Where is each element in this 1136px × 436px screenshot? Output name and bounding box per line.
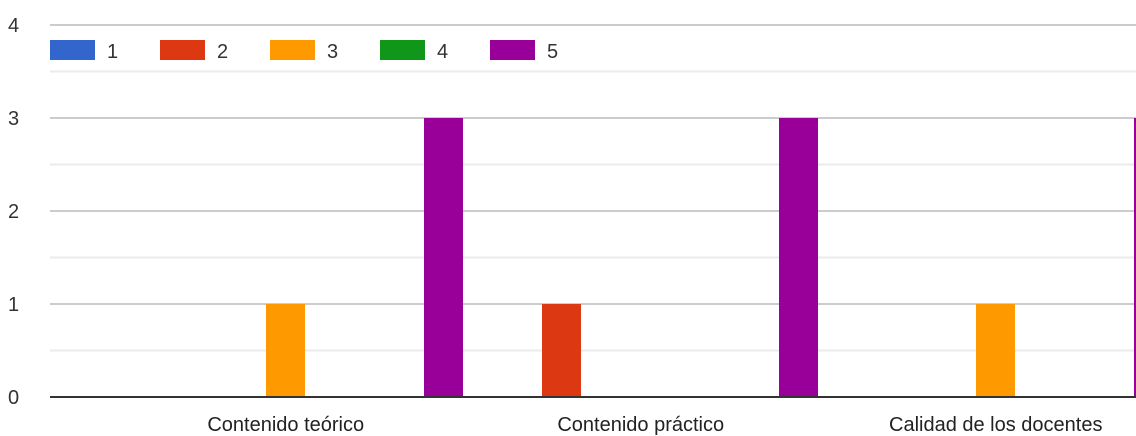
legend-label: 1 [107,41,118,63]
bar-series-3 [266,304,305,397]
y-tick-label: 4 [8,15,19,37]
legend-label: 4 [437,41,448,63]
y-tick-label: 0 [8,387,19,409]
legend-swatch [380,40,425,60]
y-tick-label: 2 [8,201,19,223]
legend-swatch [50,40,95,60]
legend-item-5[interactable]: 5 [490,40,558,63]
legend-item-4[interactable]: 4 [380,40,448,63]
legend-item-1[interactable]: 1 [50,40,118,63]
legend-label: 5 [547,41,558,63]
legend-swatch [270,40,315,60]
legend-swatch [490,40,535,60]
legend-swatch [160,40,205,60]
bar-series-5 [779,118,818,397]
x-axis: Contenido teórico Contenido práctico Calid… [207,414,1102,436]
gridlines [50,24,1136,352]
bar-series-5 [1134,118,1136,397]
y-tick-label: 3 [8,108,19,130]
legend-label: 3 [327,41,338,63]
legend-item-2[interactable]: 2 [160,40,228,63]
bars [266,118,1136,397]
legend: 1 2 3 4 5 [50,40,558,63]
x-category-label: Contenido práctico [557,414,724,436]
y-axis: 0 1 2 3 4 [8,15,19,409]
y-tick-label: 1 [8,294,19,316]
bar-series-2 [542,304,581,397]
legend-item-3[interactable]: 3 [270,40,338,63]
x-category-label: Contenido teórico [207,414,364,436]
bar-series-5 [424,118,463,397]
bar-series-3 [976,304,1015,397]
legend-label: 2 [217,41,228,63]
x-category-label: Calidad de los docentes [889,414,1102,436]
